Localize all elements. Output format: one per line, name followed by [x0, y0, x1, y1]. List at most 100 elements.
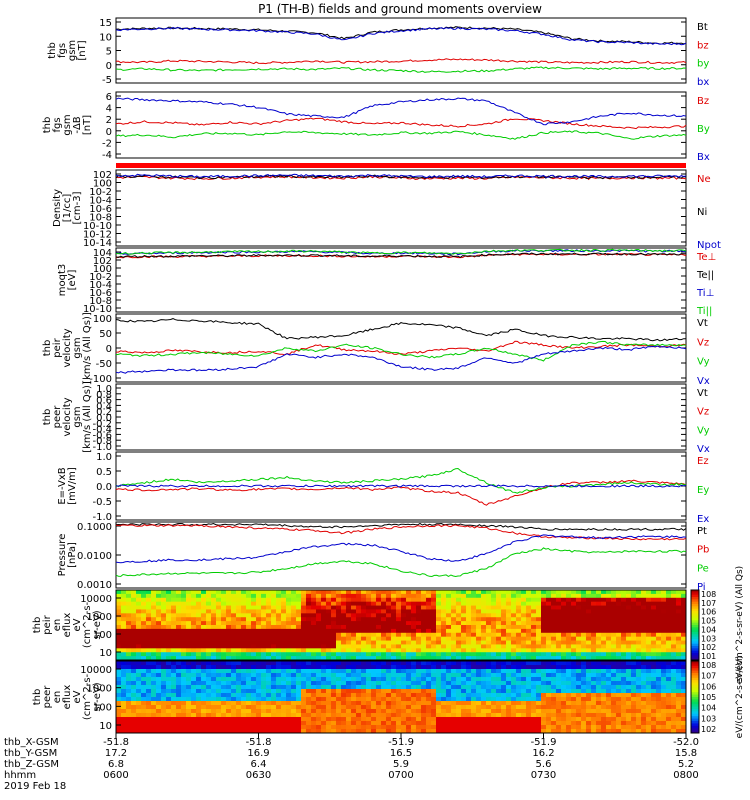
- spectrogram-cell: [476, 609, 482, 614]
- spectrogram-cell: [336, 625, 342, 630]
- spectrogram-cell: [121, 621, 127, 626]
- spectrogram-cell: [291, 665, 297, 670]
- spectrogram-cell: [376, 644, 382, 649]
- spectrogram-cell: [116, 656, 122, 661]
- spectrogram-cell: [431, 621, 437, 626]
- spectrogram-cell: [476, 656, 482, 661]
- spectrogram-cell: [231, 661, 237, 666]
- spectrogram-cell: [271, 729, 277, 734]
- spectrogram-cell: [516, 644, 522, 649]
- xtick-t-label: 0730: [531, 770, 556, 781]
- spectrogram-cell: [336, 636, 342, 641]
- spectrogram-cell: [336, 729, 342, 734]
- spectrogram-cell: [576, 628, 582, 634]
- spectrogram-cell: [636, 652, 642, 657]
- spectrogram-cell: [661, 640, 667, 645]
- spectrogram-cell: [681, 701, 687, 706]
- spectrogram-cell: [251, 628, 257, 634]
- spectrogram-cell: [666, 593, 672, 599]
- panel-p5: thbpeirvelocitygsm[km/s (All Qs)] 100500-…: [42, 312, 710, 387]
- spectrogram-cell: [656, 652, 662, 657]
- spectrogram-cell: [546, 701, 552, 706]
- spectrogram-cell: [431, 636, 437, 641]
- spectrogram-cell: [656, 613, 662, 618]
- spectrogram-cell: [601, 677, 607, 682]
- spectrogram-cell: [451, 665, 457, 670]
- spectrogram-cell: [576, 709, 582, 714]
- spectrogram-cell: [631, 617, 637, 622]
- spectrogram-cell: [591, 597, 597, 603]
- spectrogram-cell: [486, 709, 492, 714]
- spectrogram-cell: [491, 652, 497, 657]
- spectrogram-cell: [571, 685, 577, 690]
- spectrogram-cell: [441, 697, 447, 702]
- spectrogram-cell: [346, 601, 352, 606]
- spectrogram-cell: [306, 621, 312, 626]
- spectrogram-cell: [546, 729, 552, 734]
- spectrogram-cell: [626, 601, 632, 606]
- spectrogram-cell: [431, 605, 437, 610]
- ytick-label: 50: [99, 329, 112, 340]
- spectrogram-cell: [206, 601, 212, 606]
- spectrogram-cell: [231, 721, 237, 726]
- spectrogram-cell: [396, 685, 402, 690]
- spectrogram-cell: [411, 665, 417, 670]
- spectrogram-cell: [196, 590, 202, 595]
- spectrogram-cell: [391, 669, 397, 674]
- spectrogram-cell: [171, 721, 177, 726]
- spectrogram-cell: [371, 709, 377, 714]
- colorbar-cell: [691, 627, 699, 631]
- spectrogram-cell: [306, 705, 312, 710]
- spectrogram-cell: [531, 601, 537, 606]
- spectrogram-cell: [366, 665, 372, 670]
- spectrogram-cell: [586, 636, 592, 641]
- spectrogram-cell: [511, 656, 517, 661]
- spectrogram-cell: [401, 605, 407, 610]
- spectrogram-cell: [226, 605, 232, 610]
- spectrogram-cell: [481, 717, 487, 722]
- legend-Pb: Pb: [697, 545, 709, 556]
- spectrogram-cell: [346, 609, 352, 614]
- spectrogram-cell: [666, 640, 672, 645]
- spectrogram-cell: [331, 609, 337, 614]
- spectrogram-cell: [231, 656, 237, 661]
- spectrogram-cell: [121, 609, 127, 614]
- spectrogram-cell: [566, 613, 572, 618]
- spectrogram-cell: [666, 673, 672, 678]
- spectrogram-cell: [396, 590, 402, 595]
- spectrogram-cell: [601, 661, 607, 666]
- spectrogram-cell: [336, 644, 342, 649]
- spectrogram-cell: [426, 605, 432, 610]
- spectrogram-cell: [551, 593, 557, 599]
- spectrogram-cell: [356, 697, 362, 702]
- spectrogram-cell: [326, 693, 332, 698]
- spectrogram-cell: [651, 628, 657, 634]
- spectrogram-cell: [226, 717, 232, 722]
- spectrogram-cell: [181, 636, 187, 641]
- spectrogram-cell: [231, 685, 237, 690]
- spectrogram-cell: [181, 601, 187, 606]
- spectrogram-cell: [186, 590, 192, 595]
- spectrogram-cell: [401, 685, 407, 690]
- spectrogram-cell: [571, 705, 577, 710]
- spectrogram-cell: [436, 590, 442, 595]
- spectrogram-cell: [586, 652, 592, 657]
- colorbar-tick-label: 106: [701, 608, 716, 617]
- spectrogram-cell: [286, 717, 292, 722]
- spectrogram-cell: [416, 640, 422, 645]
- spectrogram-cell: [161, 605, 167, 610]
- spectrogram-cell: [541, 632, 547, 638]
- spectrogram-cell: [661, 701, 667, 706]
- ylabel-line: eflux: [62, 685, 73, 710]
- ylabel-line: thb: [47, 42, 58, 59]
- spectrogram-cell: [461, 656, 467, 661]
- spectrogram-cell: [346, 677, 352, 682]
- spectrogram-cell: [676, 621, 682, 626]
- spectrogram-cell: [321, 729, 327, 734]
- spectrogram-cell: [391, 729, 397, 734]
- spectrogram-cell: [531, 656, 537, 661]
- spectrogram-cell: [276, 621, 282, 626]
- spectrogram-cell: [141, 605, 147, 610]
- spectrogram-cell: [576, 717, 582, 722]
- spectrogram-cell: [466, 613, 472, 618]
